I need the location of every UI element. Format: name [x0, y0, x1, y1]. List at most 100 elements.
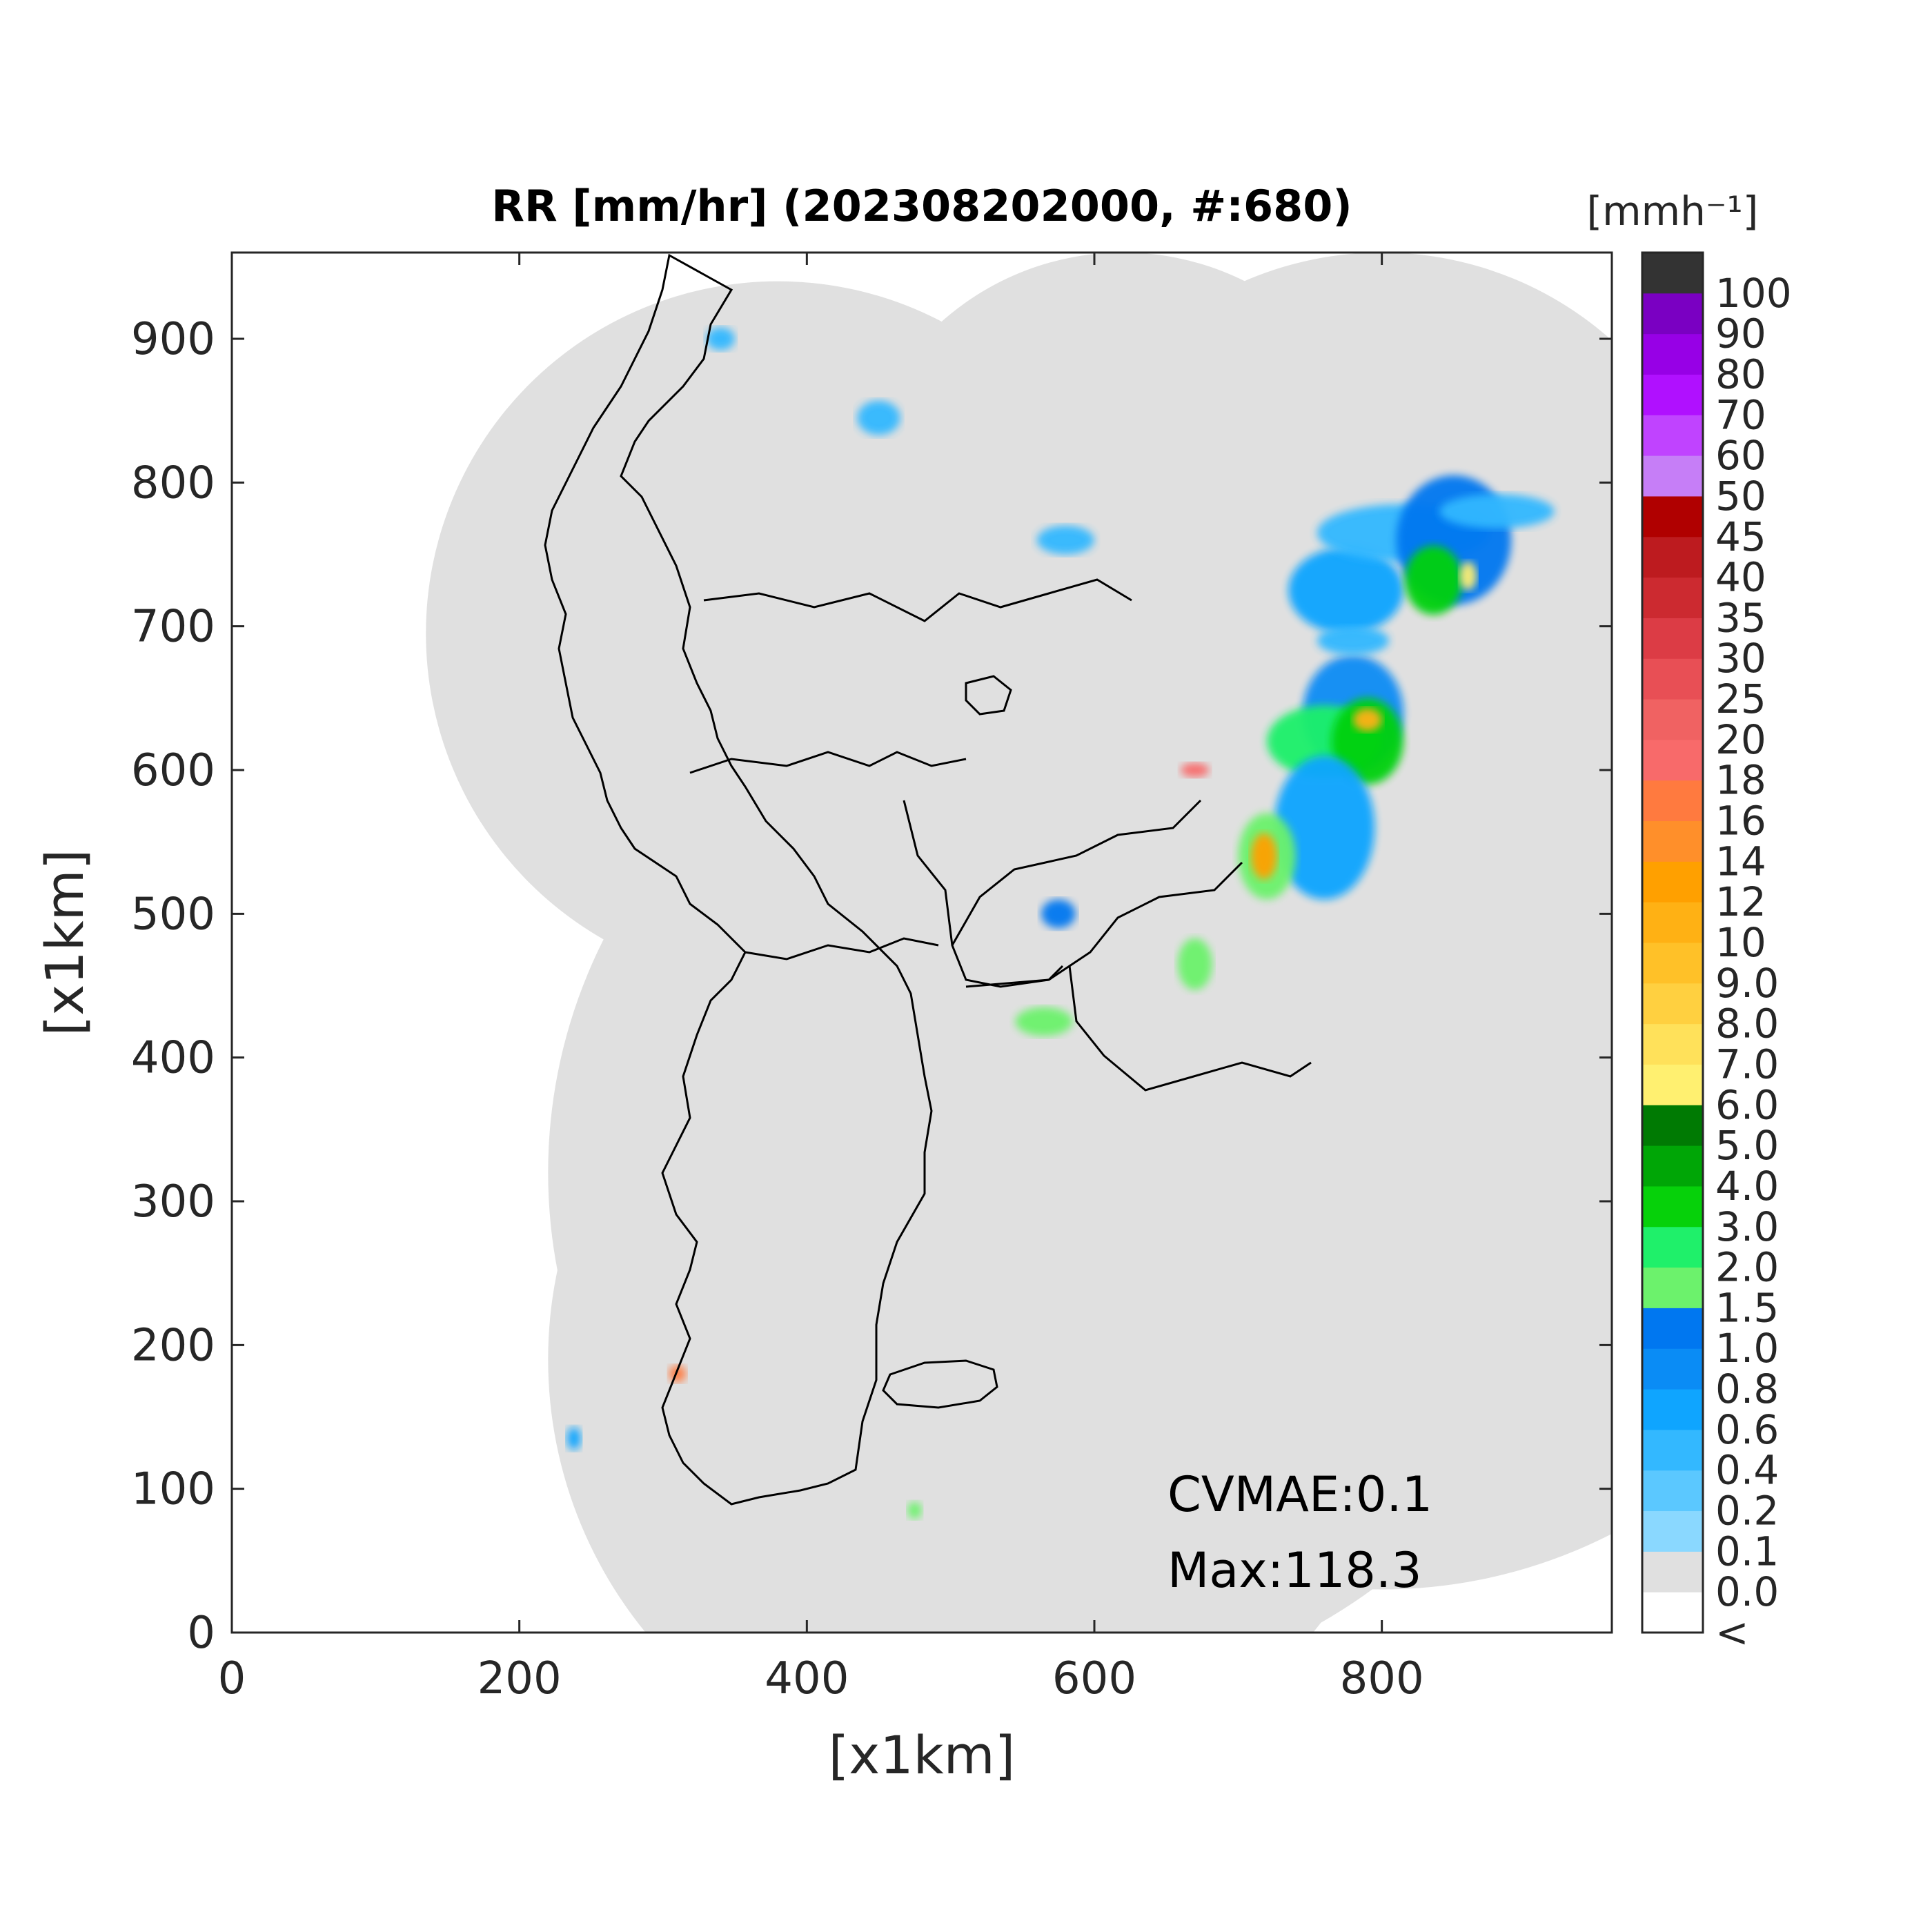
colorbar-segment	[1642, 902, 1703, 943]
cvmae-annotation: CVMAE:0.1	[1167, 1466, 1432, 1523]
plot-frame	[230, 251, 1613, 1634]
colorbar-segment	[1642, 1389, 1703, 1430]
y-tick-label: 100	[131, 1464, 215, 1515]
colorbar-segment	[1642, 983, 1703, 1025]
colorbar-tick-label: 1.0	[1715, 1325, 1779, 1372]
y-tick-label: 400	[131, 1033, 215, 1084]
colorbar-tick-label: 45	[1715, 513, 1766, 560]
rain-cell	[907, 1501, 923, 1519]
colorbar-tick-label: 5.0	[1715, 1122, 1779, 1169]
colorbar-tick-label: 40	[1715, 554, 1766, 601]
colorbar-tick-label: 3.0	[1715, 1203, 1779, 1250]
rain-cell	[1439, 494, 1555, 529]
rain-cell	[1405, 546, 1463, 615]
colorbar-segment	[1642, 455, 1703, 497]
colorbar-tick-label: 100	[1715, 270, 1792, 317]
colorbar-tick-label: 18	[1715, 757, 1766, 804]
chart-title: RR [mm/hr] (202308202000, #:680)	[491, 181, 1352, 231]
colorbar-segment	[1642, 1429, 1703, 1471]
colorbar-tick-label: 0.8	[1715, 1366, 1779, 1412]
colorbar-segment	[1642, 1023, 1703, 1065]
colorbar-tick-label: 20	[1715, 716, 1766, 763]
y-tick-label: 300	[131, 1176, 215, 1228]
colorbar-segment	[1642, 658, 1703, 700]
colorbar-tick-label: 0.4	[1715, 1447, 1779, 1494]
colorbar-tick-label: 16	[1715, 798, 1766, 845]
x-tick-label: 0	[218, 1653, 246, 1704]
rain-cell	[1041, 899, 1076, 929]
colorbar-segment	[1642, 536, 1703, 578]
y-tick-label: 500	[131, 889, 215, 940]
rain-cell	[1015, 1007, 1073, 1036]
colorbar-tick-label: 70	[1715, 391, 1766, 438]
rain-cell	[1274, 756, 1375, 900]
colorbar-tick-label: 50	[1715, 473, 1766, 520]
colorbar-frame	[1641, 251, 1704, 1634]
jeju-island	[882, 1359, 998, 1409]
province-line-7	[965, 861, 1243, 988]
colorbar-segment	[1642, 618, 1703, 659]
x-tick-label: 800	[1340, 1653, 1424, 1704]
y-tick-label: 0	[187, 1608, 215, 1659]
radar-coverage	[426, 253, 1612, 1633]
colorbar-segment	[1642, 1064, 1703, 1105]
colorbar-segment	[1642, 943, 1703, 984]
colorbar-tick-label: 10	[1715, 919, 1766, 966]
seoul-outline	[965, 675, 1012, 716]
y-tick-label: 900	[131, 314, 215, 365]
province-line-5	[745, 937, 939, 960]
colorbar-segment	[1642, 333, 1703, 375]
max-annotation: Max:118.3	[1167, 1542, 1422, 1599]
x-tick-label: 200	[477, 1653, 562, 1704]
colorbar-segment	[1642, 739, 1703, 781]
colorbar-segment	[1642, 1551, 1703, 1593]
colorbar-tick-label: 7.0	[1715, 1041, 1779, 1087]
rain-cell	[1181, 762, 1210, 778]
colorbar-segment	[1642, 577, 1703, 618]
colorbar-segment	[1642, 861, 1703, 903]
colorbar-tick-label: 0.2	[1715, 1488, 1779, 1535]
colorbar-segment	[1642, 374, 1703, 415]
peninsula-outline	[544, 253, 933, 1506]
rain-cell	[1459, 561, 1477, 591]
colorbar-tick-label: 12	[1715, 878, 1766, 925]
province-line-1	[703, 578, 1132, 622]
colorbar-segment	[1642, 1308, 1703, 1349]
y-tick-label: 700	[131, 602, 215, 653]
x-axis-label: [x1km]	[829, 1724, 1016, 1786]
rain-cells	[566, 327, 1555, 1519]
coastline-boundaries	[544, 253, 1312, 1506]
colorbar-unit: [mmh⁻¹]	[1587, 188, 1759, 235]
colorbar-tick-label: 35	[1715, 594, 1766, 641]
colorbar-segment	[1642, 253, 1703, 294]
rain-cell	[1317, 626, 1390, 656]
colorbar-segment	[1642, 1510, 1703, 1552]
rain-cell	[1251, 833, 1277, 880]
colorbar-segment	[1642, 1105, 1703, 1146]
colorbar-tick-label: 6.0	[1715, 1081, 1779, 1128]
y-tick-label: 200	[131, 1320, 215, 1371]
colorbar-segment	[1642, 780, 1703, 822]
x-tick-label: 400	[765, 1653, 849, 1704]
colorbar-tick-label: 30	[1715, 635, 1766, 682]
colorbar-segment	[1642, 1226, 1703, 1268]
colorbar-tick-label: 90	[1715, 310, 1766, 357]
rain-cell	[1288, 547, 1403, 634]
y-tick-label: 600	[131, 745, 215, 796]
colorbar-segment	[1642, 1185, 1703, 1228]
colorbar-tick-label: 80	[1715, 351, 1766, 397]
y-tick-label: 800	[131, 457, 215, 509]
colorbar-segment	[1642, 293, 1703, 335]
colorbar-segment	[1642, 1348, 1703, 1390]
province-line-4	[951, 799, 1202, 946]
rain-cell	[1353, 708, 1382, 731]
colorbar-segment	[1642, 415, 1703, 456]
rain-cell	[1177, 938, 1212, 990]
rain-cell	[857, 400, 900, 435]
colorbar-tick-label: 2.0	[1715, 1244, 1779, 1291]
colorbar-tick-label: <	[1715, 1609, 1749, 1656]
colorbar-segment	[1642, 699, 1703, 740]
axes: 0 200 400 600 800 0 100 200 300 400 500 600 700 800 90…	[131, 251, 1613, 1704]
colorbar: <0.00.10.20.40.60.81.01.52.03.04.05.06.0…	[1641, 251, 1792, 1656]
